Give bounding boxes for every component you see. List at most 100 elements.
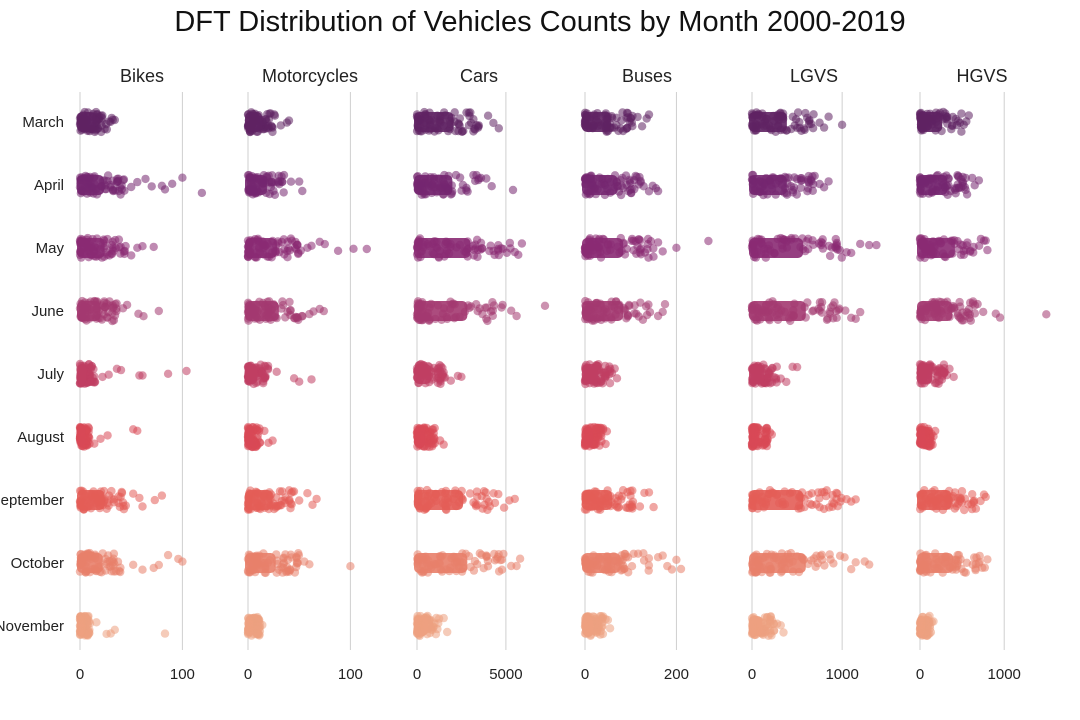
point <box>929 617 938 626</box>
point <box>458 127 467 136</box>
facet-title-motorcycles: Motorcycles <box>262 66 358 86</box>
point <box>968 173 977 183</box>
series-lgvs-may <box>747 233 881 262</box>
point <box>107 113 116 123</box>
point <box>149 242 158 252</box>
point <box>92 618 101 627</box>
series-motorcycles-april <box>243 170 307 199</box>
point <box>626 179 635 188</box>
series-bikes-october <box>75 548 187 577</box>
point-cluster <box>582 238 624 258</box>
point <box>182 366 191 376</box>
point <box>616 190 626 200</box>
point <box>792 174 802 184</box>
point <box>283 253 292 262</box>
point <box>831 234 840 244</box>
point <box>497 303 506 312</box>
point <box>489 118 498 128</box>
point <box>767 430 776 439</box>
point <box>809 240 818 249</box>
point <box>614 126 623 136</box>
point <box>439 613 448 623</box>
point-cluster <box>245 364 258 384</box>
point <box>116 365 126 375</box>
series-lgvs-june <box>747 297 865 326</box>
point <box>129 489 138 498</box>
point-cluster <box>749 238 804 258</box>
series-motorcycles-july <box>243 360 316 389</box>
point <box>970 496 979 505</box>
point <box>116 242 125 251</box>
point-cluster <box>917 427 925 447</box>
point <box>676 564 686 574</box>
tick-label-motorcycles-100: 100 <box>338 666 363 683</box>
point <box>285 297 294 307</box>
point <box>962 190 972 199</box>
point <box>817 550 826 559</box>
row-label-september: September <box>0 492 64 509</box>
point <box>107 494 116 503</box>
series-cars-june <box>412 297 550 326</box>
series-lgvs-april <box>747 170 833 200</box>
row-label-november: November <box>0 618 64 635</box>
point-cluster <box>917 616 925 636</box>
facet-title-bikes: Bikes <box>120 66 164 86</box>
point <box>476 238 486 247</box>
point <box>983 555 992 564</box>
point <box>942 371 952 380</box>
point <box>757 426 766 435</box>
point <box>635 172 644 182</box>
point <box>626 486 635 496</box>
series-hgvs-march <box>915 107 973 136</box>
point <box>115 502 125 512</box>
series-cars-july <box>412 359 466 389</box>
point <box>947 125 956 134</box>
series-buses-june <box>581 296 670 325</box>
point <box>872 240 881 250</box>
point <box>307 241 316 250</box>
point <box>856 239 865 249</box>
point <box>272 493 281 502</box>
point <box>435 360 444 370</box>
point <box>639 549 648 558</box>
point <box>802 237 811 246</box>
point <box>107 486 116 496</box>
point <box>789 183 799 192</box>
point <box>514 250 523 259</box>
point <box>826 555 835 564</box>
point <box>602 427 612 436</box>
point-cluster <box>245 112 263 132</box>
point <box>138 565 147 574</box>
point <box>333 246 343 255</box>
series-motorcycles-november <box>243 612 267 640</box>
point-cluster <box>582 553 621 573</box>
point-cluster <box>245 553 276 573</box>
point <box>105 251 114 260</box>
point <box>958 241 967 250</box>
point <box>474 175 483 185</box>
series-bikes-may <box>75 233 158 262</box>
tick-label-cars-5000: 5000 <box>489 666 522 683</box>
point <box>827 303 836 312</box>
point <box>494 250 503 260</box>
point <box>84 360 94 369</box>
point <box>815 306 824 315</box>
point-cluster <box>582 616 593 636</box>
series-motorcycles-october <box>243 549 355 578</box>
point-cluster <box>917 112 943 132</box>
point <box>275 180 284 189</box>
point <box>642 310 652 320</box>
point <box>932 378 941 388</box>
point <box>154 306 163 316</box>
point-cluster <box>414 175 453 195</box>
point <box>807 489 817 498</box>
row-label-july: July <box>37 366 64 383</box>
point <box>605 379 615 388</box>
point <box>197 188 207 198</box>
point <box>821 491 831 501</box>
point-cluster <box>414 301 468 321</box>
point <box>275 487 285 496</box>
point-cluster <box>917 238 955 258</box>
point <box>957 109 966 118</box>
